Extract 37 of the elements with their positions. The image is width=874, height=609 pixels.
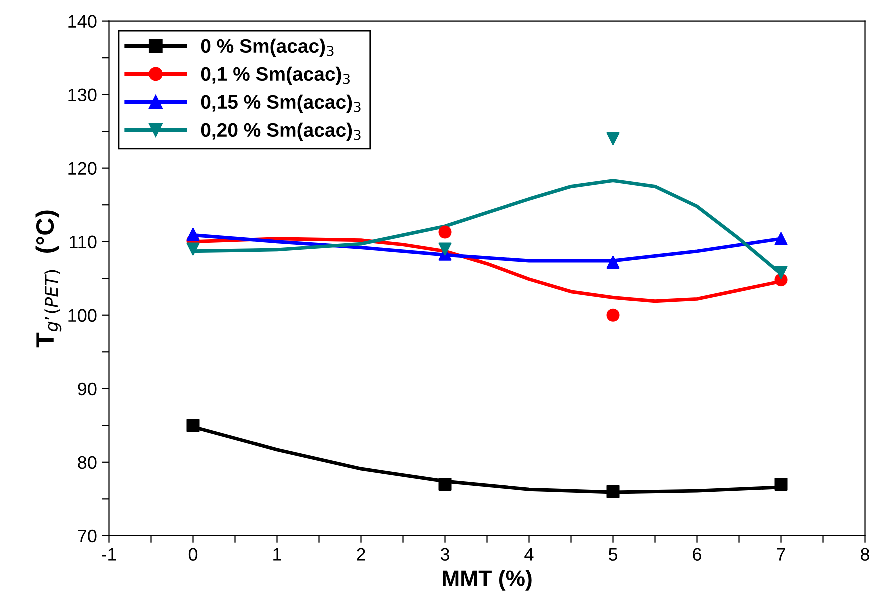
legend-label: 0 % Sm(acac)$_{3}$ [201,38,334,57]
y-tick-label: 100 [68,309,97,322]
x-tick-label: 5 [608,548,618,561]
point [438,242,452,256]
x-tick-label: 0 [188,548,198,561]
legend-label: 0,20 % Sm(acac)$_{3}$ [201,122,361,141]
point [774,266,788,280]
x-tick-label: 2 [357,548,366,561]
point [186,419,200,432]
point [774,478,788,491]
legend-label: 0,15 % Sm(acac)$_{3}$ [201,94,361,113]
point [186,242,200,256]
y-tick-label: 140 [68,15,97,28]
point [606,256,620,269]
y-tick-label: 120 [68,162,97,176]
legend-label: 0,1 % Sm(acac)$_{3}$ [201,66,350,85]
x-tick-label: -1 [102,548,116,561]
point [606,485,620,498]
point [438,226,452,239]
y-axis-title: T$_{g’(PET)}$ (°C) [36,210,62,348]
point [606,132,620,146]
x-tick-label: 6 [693,548,702,561]
x-axis-title: MMT (%) [443,570,532,591]
y-tick-label: 110 [70,236,97,249]
y-tick-label: 80 [78,456,97,470]
y-tick-label: 70 [78,530,97,543]
x-tick-label: 3 [440,548,450,561]
x-tick-label: 7 [777,548,786,561]
x-tick-label: 8 [861,548,870,561]
point [438,478,452,491]
x-tick-label: 1 [274,548,282,561]
point [774,232,788,246]
y-tick-label: 130 [68,88,97,102]
point [186,228,200,242]
x-tick-label: 4 [524,548,534,561]
point [606,308,620,322]
y-tick-label: 90 [78,382,97,396]
